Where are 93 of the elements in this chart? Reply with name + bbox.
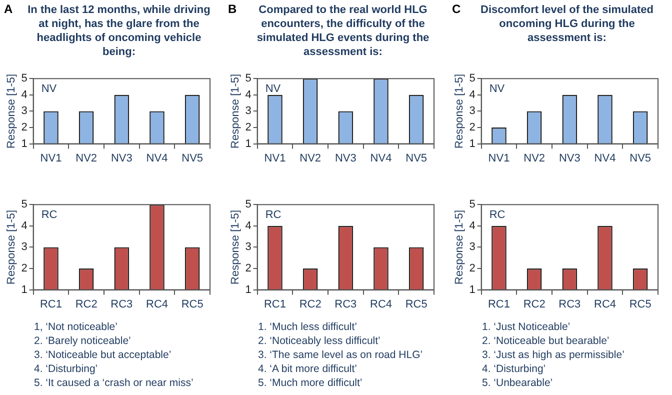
x-tick-label: RC5 <box>405 298 428 310</box>
text: 4. ‘Disturbing’ <box>34 362 99 376</box>
y-tick-label: 1 <box>245 284 252 296</box>
x-tick-label: RC1 <box>488 298 510 310</box>
y-tick-label: 4 <box>469 88 476 101</box>
x-tick-label: RC2 <box>299 298 322 310</box>
text: 2. ‘Noticeably less difficult’ <box>258 334 382 348</box>
y-tick-label: 4 <box>245 88 252 101</box>
x-tick-label: NV1 <box>488 152 510 164</box>
y-tick-label: 4 <box>245 220 252 232</box>
y-tick-label: 1 <box>469 284 476 296</box>
x-tick-label: NV1 <box>264 152 286 164</box>
y-tick-label: 3 <box>245 105 252 118</box>
y-tick-label: 5 <box>469 198 476 211</box>
x-tick-label: RC4 <box>594 298 616 310</box>
y-tick-label: 3 <box>21 241 28 254</box>
text: 3. ‘The same level as on road HLG’ <box>258 348 423 362</box>
annotation: NV <box>489 83 506 96</box>
x-tick-label: NV3 <box>334 152 356 164</box>
y-tick-label: 2 <box>21 122 28 134</box>
annotation: RC <box>41 209 58 222</box>
y-tick-label: 1 <box>21 138 28 150</box>
text: 3. ‘Noticeable but acceptable’ <box>34 348 172 362</box>
annotation: RC <box>265 209 282 222</box>
y-tick-label: 3 <box>469 241 476 254</box>
chart-title: C <box>452 2 461 16</box>
x-tick-label: NV5 <box>630 152 652 164</box>
annotation: RC <box>489 209 506 222</box>
x-tick-label: NV2 <box>300 152 322 164</box>
y-axis-title: Response [1-5] <box>6 210 18 285</box>
y-tick-label: 5 <box>469 72 476 85</box>
y-axis-title: Response [1-5] <box>230 74 242 149</box>
chart-title: B <box>228 2 237 16</box>
y-tick-label: 5 <box>21 72 28 85</box>
y-tick-label: 1 <box>245 138 252 150</box>
x-tick-label: NV3 <box>110 152 132 164</box>
text: 4. ‘A bit more difficult’ <box>258 362 358 376</box>
text: 1, ‘Not noticeable’ <box>34 320 118 334</box>
y-tick-label: 5 <box>245 198 252 211</box>
y-tick-label: 5 <box>245 72 252 85</box>
text: 2. ‘Noticeable but bearable’ <box>482 334 610 348</box>
y-tick-label: 5 <box>21 198 28 211</box>
y-tick-label: 2 <box>21 262 28 275</box>
y-axis-title: Response [1-5] <box>6 74 18 149</box>
y-tick-label: 4 <box>21 220 28 232</box>
y-tick-label: 2 <box>245 262 252 275</box>
text: 2. ‘Barely noticeable’ <box>34 334 132 348</box>
y-tick-label: 3 <box>469 105 476 118</box>
y-axis-title: Response [1-5] <box>230 210 242 285</box>
x-tick-label: RC5 <box>629 298 652 310</box>
text: 5. ‘It caused a ‘crash or near miss’ <box>34 376 194 390</box>
x-tick-label: RC3 <box>110 298 133 310</box>
text: 3. ‘Just as high as permissible’ <box>482 348 624 362</box>
text: 1. ‘Much less difficult’ <box>258 320 358 334</box>
y-tick-label: 2 <box>469 262 476 275</box>
y-tick-label: 4 <box>469 220 476 232</box>
x-tick-label: RC5 <box>181 298 204 310</box>
text: 1. ‘Just Noticeable’ <box>482 320 572 334</box>
x-tick-label: NV5 <box>406 152 428 164</box>
x-tick-label: NV2 <box>524 152 546 164</box>
y-tick-label: 4 <box>21 88 28 101</box>
annotation: NV <box>265 83 282 96</box>
x-tick-label: NV4 <box>370 152 392 164</box>
text: 4. ‘Disturbing’ <box>482 362 547 376</box>
x-tick-label: RC1 <box>40 298 62 310</box>
chart-subtitle: In the last 12 months, while driving at night, has the glare from the headlights of oncoming vehicle being: <box>26 3 212 59</box>
y-tick-label: 2 <box>469 122 476 134</box>
chart-subtitle: Compared to the real world HLG encounters, the difficulty of the simulated HLG events during the assessment is: <box>256 3 430 59</box>
x-tick-label: NV4 <box>594 152 616 164</box>
x-tick-label: NV2 <box>76 152 98 164</box>
text: 5. ‘Much more difficult’ <box>258 376 364 390</box>
chart-subtitle: Discomfort level of the simulated oncoming HLG during the assessment is: <box>480 3 654 45</box>
x-tick-label: NV4 <box>146 152 168 164</box>
y-tick-label: 1 <box>469 138 476 150</box>
y-axis-title: Response [1-5] <box>454 210 466 285</box>
x-tick-label: RC2 <box>523 298 546 310</box>
y-tick-label: 3 <box>245 241 252 254</box>
x-tick-label: NV1 <box>40 152 62 164</box>
annotation: NV <box>41 83 58 96</box>
x-tick-label: RC4 <box>146 298 168 310</box>
x-tick-label: RC3 <box>334 298 357 310</box>
x-tick-label: RC1 <box>264 298 286 310</box>
x-tick-label: NV5 <box>182 152 204 164</box>
y-tick-label: 3 <box>21 105 28 118</box>
x-tick-label: NV3 <box>558 152 580 164</box>
y-axis-title: Response [1-5] <box>454 74 466 149</box>
y-tick-label: 1 <box>21 284 28 296</box>
text: 5. ‘Unbearable’ <box>482 376 554 390</box>
x-tick-label: RC2 <box>75 298 98 310</box>
y-tick-label: 2 <box>245 122 252 134</box>
chart-title: A <box>4 2 13 16</box>
x-tick-label: RC4 <box>370 298 392 310</box>
x-tick-label: RC3 <box>558 298 581 310</box>
